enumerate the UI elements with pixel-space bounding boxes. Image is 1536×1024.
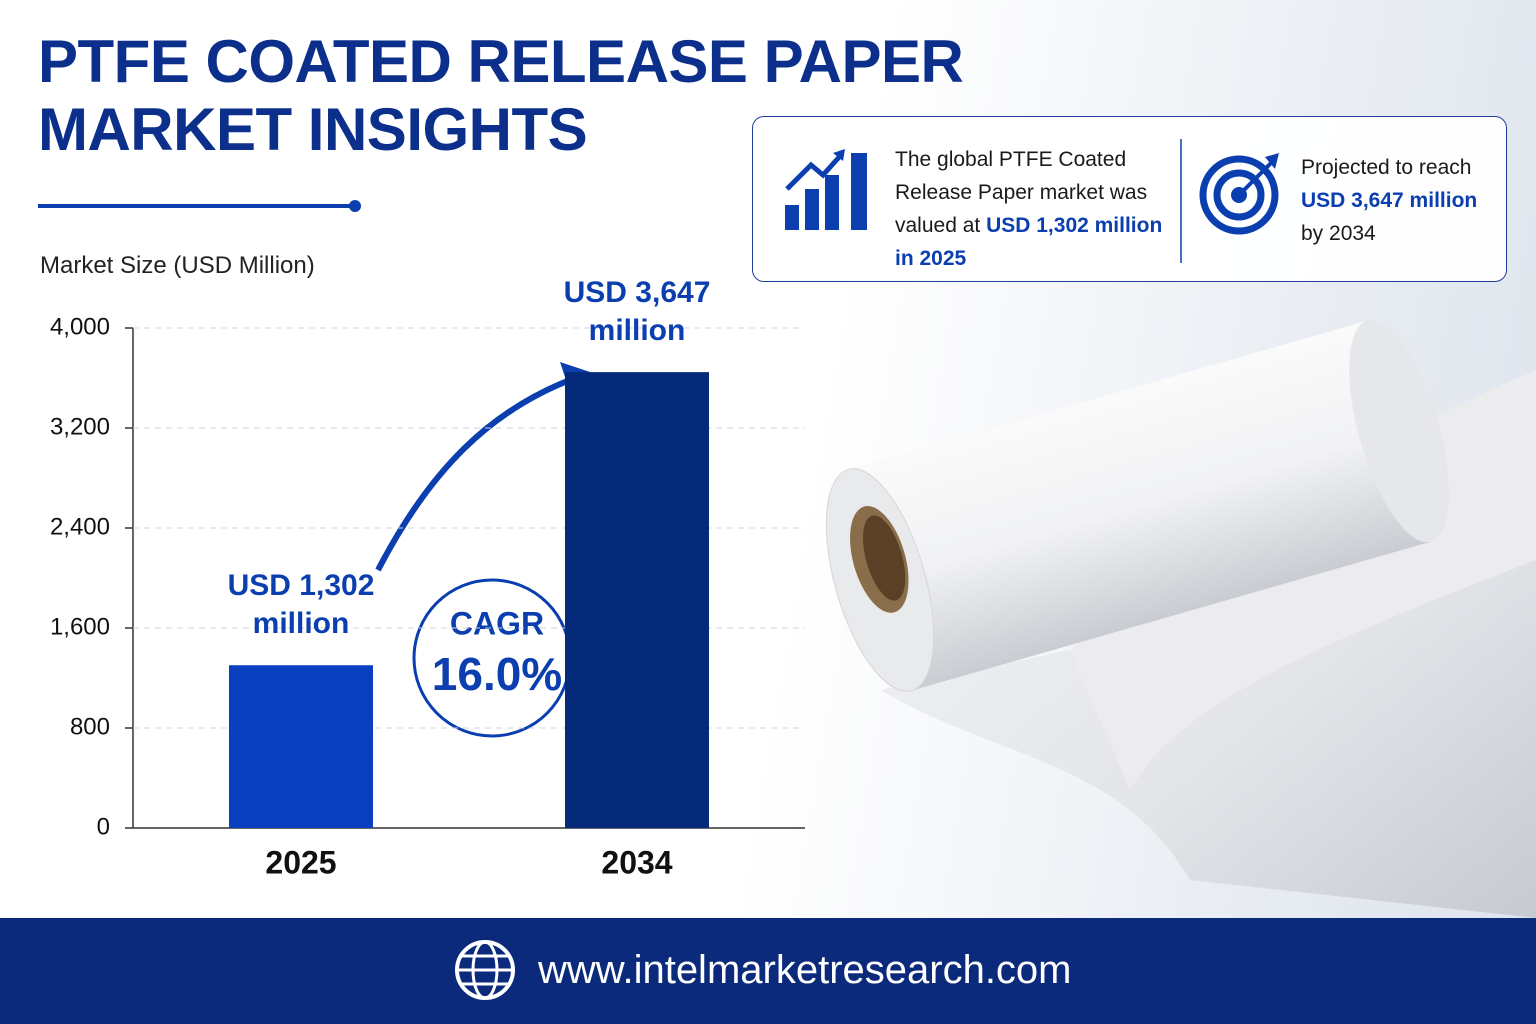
y-tick-label: 800 [70,713,110,740]
info-panel: The global PTFE Coated Release Paper mar… [752,116,1507,282]
value-label: USD 1,302 million [227,569,375,641]
cagr-value: 16.0% [432,648,562,700]
panel-text-suffix: by 2034 [1301,222,1376,245]
bar [565,372,709,828]
y-tick-label: 2,400 [50,513,110,540]
chart: CAGR 16.0% 0 800 1,600 2,400 3,200 4,000 2025 2… [50,313,805,880]
y-tick-label: 1,600 [50,613,110,640]
panel-icons [785,139,1279,263]
growth-arrow [375,375,577,572]
x-tick-label: 2034 [601,844,672,880]
y-axis-label: Market Size (USD Million) [40,252,315,279]
panel-text-body: The global PTFE Coated Release Paper mar… [895,148,1148,237]
panel-text-body: Projected to reach [1301,156,1472,179]
paper-roll-illustration [38,200,1536,918]
panel-text: The global PTFE Coated Release Paper mar… [895,143,1170,275]
y-tick-label: 4,000 [50,313,110,340]
y-tick-label: 3,200 [50,413,110,440]
footer-url[interactable]: www.intelmarketresearch.com [538,948,1072,992]
panel-highlight: USD 1,302 million in 2025 [895,214,1163,270]
value-label: USD 3,647 million [563,276,711,348]
cagr-label: CAGR [450,605,544,641]
footer: www.intelmarketresearch.com [0,918,1536,1024]
x-tick-label: 2025 [265,844,336,880]
bar [229,665,373,828]
title: PTFE COATED RELEASE PAPER MARKET INSIGHT… [38,28,964,163]
panel-text: Projected to reach USD 3,647 million by … [1301,151,1491,250]
y-tick-label: 0 [97,813,110,840]
globe-icon [455,940,515,1000]
panel-highlight: USD 3,647 million [1301,189,1478,212]
